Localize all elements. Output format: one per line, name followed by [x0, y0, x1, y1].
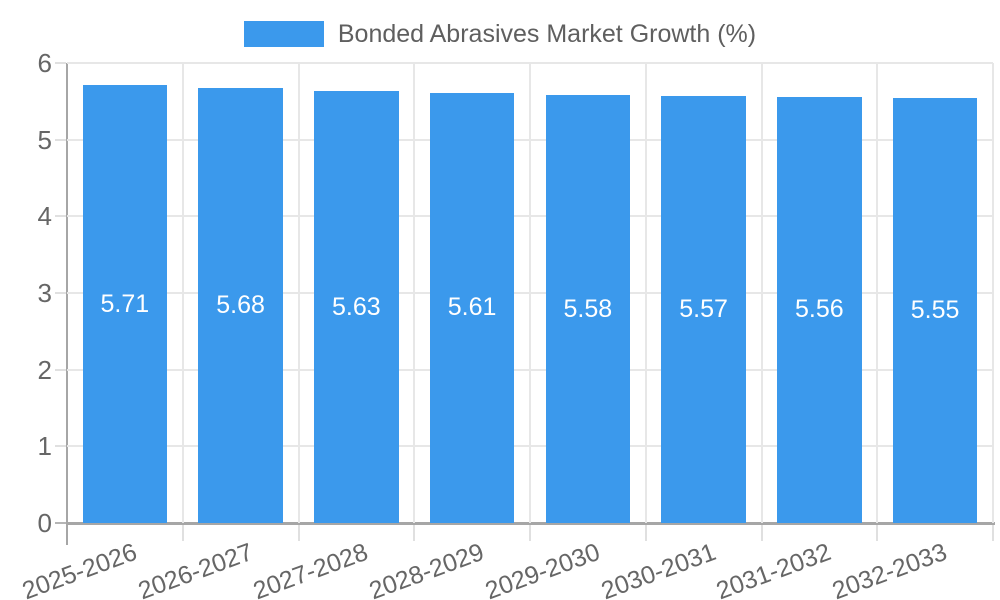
x-axis-tick	[644, 525, 647, 541]
bar-value-label: 5.68	[216, 290, 265, 319]
bar-value-label: 5.56	[795, 295, 844, 324]
gridline-vertical	[413, 63, 416, 523]
y-axis-tick	[55, 292, 66, 294]
x-axis-tick	[992, 525, 994, 541]
bar-value-label: 5.63	[332, 292, 381, 321]
y-axis-tick	[55, 215, 66, 218]
y-axis-tick	[55, 522, 66, 524]
x-axis-tick	[529, 525, 531, 541]
y-axis-tick	[55, 138, 66, 141]
x-axis-tick	[876, 525, 879, 541]
legend-swatch	[243, 21, 324, 47]
y-axis-tick	[55, 368, 66, 371]
bar: 5.68	[198, 87, 283, 523]
y-tick-label: 0	[37, 508, 52, 538]
x-axis-tick	[760, 525, 763, 541]
x-axis-line	[66, 522, 995, 525]
gridline-vertical	[181, 63, 184, 523]
bar-value-label: 5.55	[910, 295, 960, 324]
y-tick-label: 6	[37, 48, 52, 78]
bar: 5.57	[661, 95, 746, 523]
x-axis-tick	[181, 525, 184, 541]
gridline-vertical	[992, 63, 994, 523]
y-tick-label: 3	[37, 278, 52, 308]
gridline-vertical	[760, 63, 763, 523]
bar-value-label: 5.58	[563, 294, 613, 323]
y-axis-tick	[55, 445, 66, 448]
gridline-vertical	[297, 63, 300, 523]
bar-value-label: 5.57	[679, 294, 728, 323]
bar: 5.61	[429, 92, 515, 523]
y-axis-line	[66, 63, 68, 545]
bar-value-label: 5.71	[100, 289, 150, 318]
x-axis-tick	[297, 525, 300, 541]
bar: 5.63	[314, 91, 399, 523]
gridline-vertical	[644, 63, 647, 523]
x-axis-tick	[413, 525, 416, 541]
bar-value-label: 5.61	[447, 293, 497, 322]
y-tick-label: 2	[37, 354, 52, 385]
plot-area: 5.71 5.68 5.63 5.61 5.58 5.57 5.56 5.55	[67, 62, 994, 523]
y-tick-label: 1	[37, 431, 52, 462]
bar: 5.71	[82, 85, 168, 523]
legend-label: Bonded Abrasives Market Growth (%)	[337, 19, 757, 48]
gridline-vertical	[529, 63, 531, 523]
gridline-vertical	[876, 63, 879, 523]
legend[interactable]: Bonded Abrasives Market Growth (%)	[0, 18, 1000, 50]
y-tick-label: 5	[37, 124, 52, 155]
bar: 5.55	[892, 97, 978, 523]
bar: 5.56	[777, 96, 862, 523]
y-tick-label: 4	[37, 201, 52, 232]
bar: 5.58	[545, 95, 631, 523]
y-axis-tick	[55, 62, 66, 64]
